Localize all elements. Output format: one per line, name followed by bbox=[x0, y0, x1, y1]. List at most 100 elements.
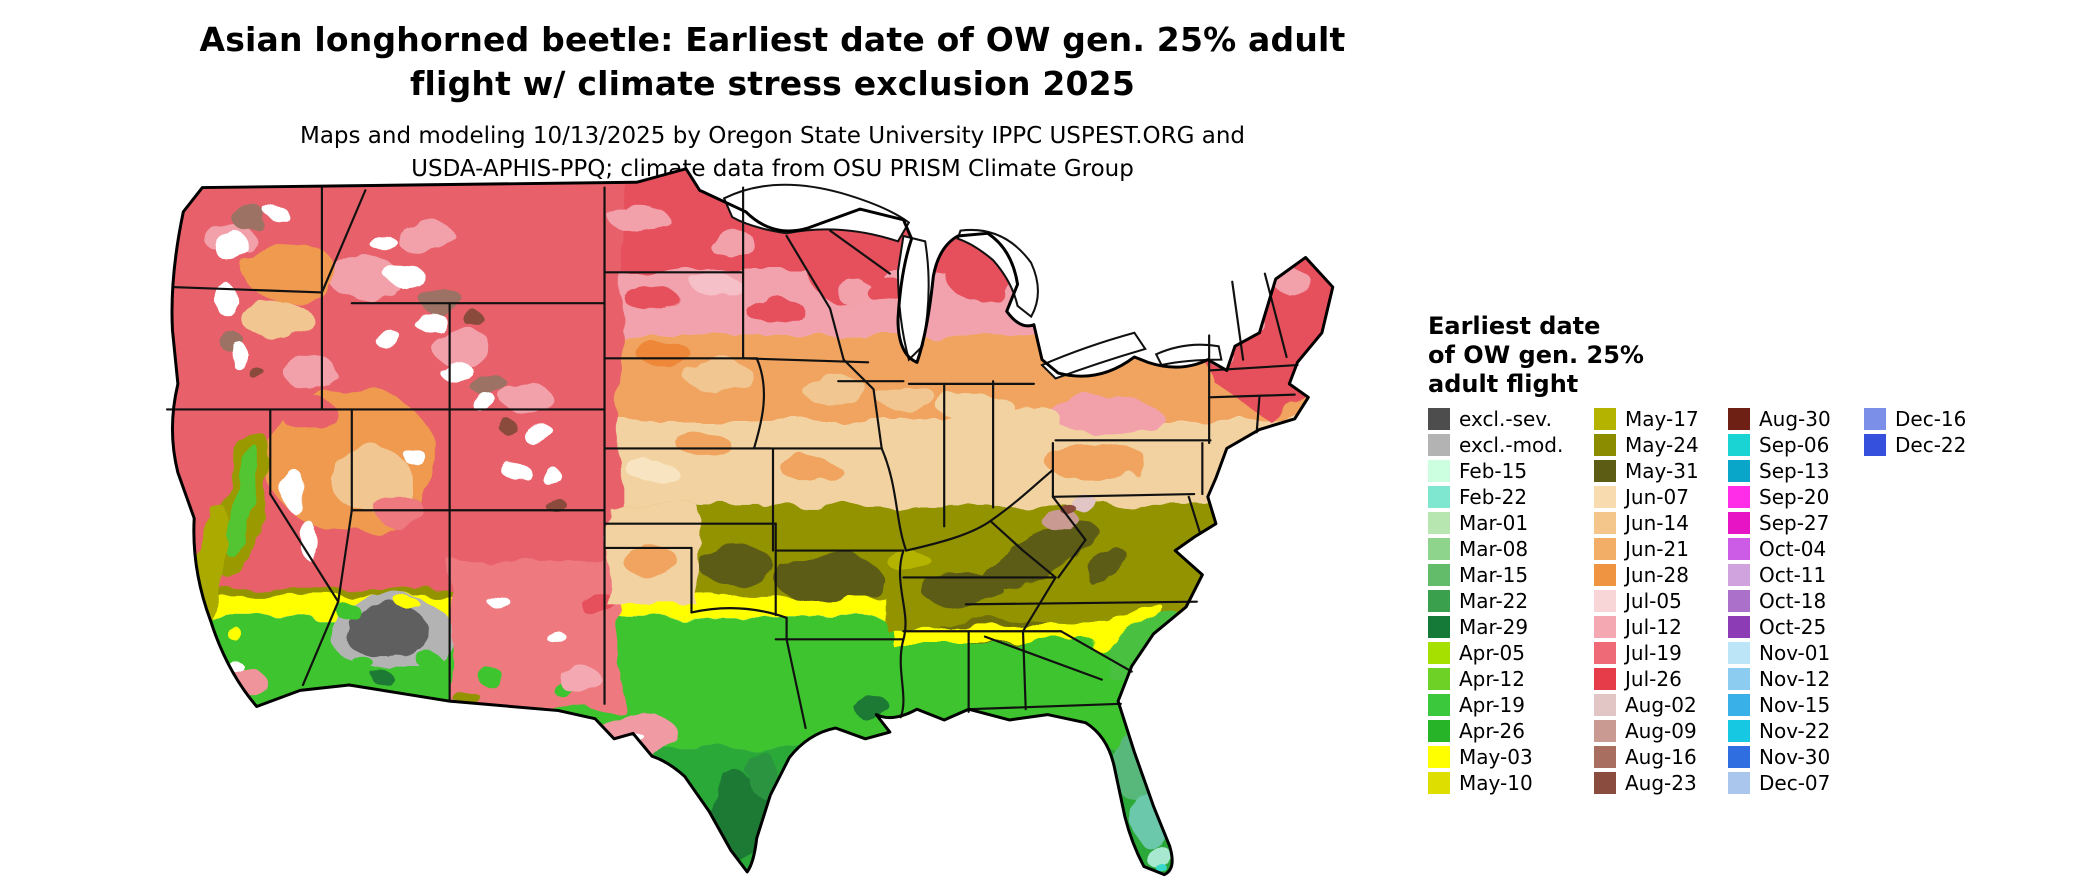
legend-swatch bbox=[1728, 668, 1750, 690]
legend-entry: Nov-22 bbox=[1728, 718, 1831, 744]
legend-label: Nov-22 bbox=[1759, 719, 1831, 743]
legend-swatch bbox=[1428, 538, 1450, 560]
legend-swatch bbox=[1864, 408, 1886, 430]
legend-label: Nov-01 bbox=[1759, 641, 1831, 665]
legend-label: Apr-19 bbox=[1459, 693, 1525, 717]
legend-entry: Feb-15 bbox=[1428, 458, 1563, 484]
legend-swatch bbox=[1728, 642, 1750, 664]
legend-entry: May-10 bbox=[1428, 770, 1563, 796]
legend-entry: May-24 bbox=[1594, 432, 1699, 458]
legend-entry: Aug-30 bbox=[1728, 406, 1831, 432]
legend-entry: Jul-19 bbox=[1594, 640, 1699, 666]
legend-swatch bbox=[1728, 746, 1750, 768]
legend-entry: Apr-26 bbox=[1428, 718, 1563, 744]
legend-title-line-1: Earliest date bbox=[1428, 312, 1601, 340]
legend-swatch bbox=[1864, 434, 1886, 456]
legend-entry: Dec-07 bbox=[1728, 770, 1831, 796]
legend-label: Mar-29 bbox=[1459, 615, 1529, 639]
legend-column-2: May-17 May-24 May-31 Jun-07 Jun-14 Jun-21 Jun-… bbox=[1594, 406, 1699, 796]
legend-swatch bbox=[1728, 408, 1750, 430]
legend-swatch bbox=[1728, 694, 1750, 716]
legend-label: Aug-09 bbox=[1625, 719, 1697, 743]
legend-label: Aug-02 bbox=[1625, 693, 1697, 717]
title-line-1: Asian longhorned beetle: Earliest date o… bbox=[199, 20, 1346, 59]
legend-entry: Nov-15 bbox=[1728, 692, 1831, 718]
legend-entry: Sep-13 bbox=[1728, 458, 1831, 484]
lake-erie bbox=[1040, 331, 1147, 380]
legend-swatch bbox=[1594, 668, 1616, 690]
legend-entry: Jun-28 bbox=[1594, 562, 1699, 588]
legend-entry: Mar-29 bbox=[1428, 614, 1563, 640]
legend-entry: Oct-04 bbox=[1728, 536, 1831, 562]
legend-label: Jul-19 bbox=[1625, 641, 1682, 665]
legend-label: Aug-23 bbox=[1625, 771, 1697, 795]
legend-entry: Sep-06 bbox=[1728, 432, 1831, 458]
legend-label: May-24 bbox=[1625, 433, 1699, 457]
legend-label: Oct-18 bbox=[1759, 589, 1827, 613]
legend-label: excl.-sev. bbox=[1459, 407, 1552, 431]
legend-swatch bbox=[1594, 746, 1616, 768]
us-map-svg bbox=[165, 167, 1335, 877]
legend-swatch bbox=[1728, 564, 1750, 586]
legend-label: Mar-22 bbox=[1459, 589, 1529, 613]
legend-label: Nov-15 bbox=[1759, 693, 1831, 717]
legend-label: May-03 bbox=[1459, 745, 1533, 769]
legend-label: Oct-25 bbox=[1759, 615, 1827, 639]
page-subtitle: Maps and modeling 10/13/2025 by Oregon S… bbox=[0, 120, 1545, 186]
legend-entry: Feb-22 bbox=[1428, 484, 1563, 510]
legend-entry: Nov-30 bbox=[1728, 744, 1831, 770]
legend-swatch bbox=[1428, 772, 1450, 794]
legend-swatch bbox=[1728, 720, 1750, 742]
legend-swatch bbox=[1428, 642, 1450, 664]
legend-entry: excl.-sev. bbox=[1428, 406, 1563, 432]
legend-label: May-10 bbox=[1459, 771, 1533, 795]
legend-entry: May-31 bbox=[1594, 458, 1699, 484]
legend-swatch bbox=[1728, 434, 1750, 456]
legend-swatch bbox=[1428, 694, 1450, 716]
legend-entry: excl.-mod. bbox=[1428, 432, 1563, 458]
legend-swatch bbox=[1594, 772, 1616, 794]
legend-label: excl.-mod. bbox=[1459, 433, 1564, 457]
legend-entry: May-03 bbox=[1428, 744, 1563, 770]
title-line-2: flight w/ climate stress exclusion 2025 bbox=[409, 64, 1135, 103]
legend-entry: Oct-25 bbox=[1728, 614, 1831, 640]
legend-label: Dec-16 bbox=[1895, 407, 1967, 431]
lake-huron bbox=[956, 228, 1039, 319]
legend-entry: Sep-20 bbox=[1728, 484, 1831, 510]
legend-entry: Aug-16 bbox=[1594, 744, 1699, 770]
legend-title-line-2: of OW gen. 25% bbox=[1428, 341, 1644, 369]
legend-swatch bbox=[1728, 460, 1750, 482]
legend-label: Mar-01 bbox=[1459, 511, 1529, 535]
subtitle-line-2: USDA-APHIS-PPQ; climate data from OSU PR… bbox=[411, 156, 1134, 182]
legend-column-3: Aug-30 Sep-06 Sep-13 Sep-20 Sep-27 Oct-04 Oct-… bbox=[1728, 406, 1831, 796]
legend-swatch bbox=[1428, 720, 1450, 742]
legend-entry: Jun-21 bbox=[1594, 536, 1699, 562]
legend-swatch bbox=[1428, 564, 1450, 586]
legend-entry: Apr-05 bbox=[1428, 640, 1563, 666]
legend-entry: Mar-22 bbox=[1428, 588, 1563, 614]
header: Asian longhorned beetle: Earliest date o… bbox=[0, 18, 1545, 186]
us-outline bbox=[170, 167, 1335, 877]
legend-swatch bbox=[1594, 642, 1616, 664]
legend-entry: Nov-12 bbox=[1728, 666, 1831, 692]
legend-title: Earliest date of OW gen. 25% adult fligh… bbox=[1428, 312, 1644, 399]
legend-label: Oct-11 bbox=[1759, 563, 1827, 587]
legend-label: Apr-05 bbox=[1459, 641, 1525, 665]
legend-swatch bbox=[1594, 720, 1616, 742]
legend-entry: Aug-02 bbox=[1594, 692, 1699, 718]
legend-label: Nov-12 bbox=[1759, 667, 1831, 691]
legend-entry: Nov-01 bbox=[1728, 640, 1831, 666]
legend-label: Jun-07 bbox=[1625, 485, 1689, 509]
legend-swatch bbox=[1594, 564, 1616, 586]
legend-swatch bbox=[1728, 486, 1750, 508]
us-map bbox=[148, 158, 1398, 884]
great-lakes bbox=[722, 183, 1223, 380]
legend-label: Apr-26 bbox=[1459, 719, 1525, 743]
legend-entry: Jun-07 bbox=[1594, 484, 1699, 510]
legend-label: Jul-05 bbox=[1625, 589, 1682, 613]
legend-label: Sep-13 bbox=[1759, 459, 1830, 483]
legend-entry: Mar-01 bbox=[1428, 510, 1563, 536]
legend-entry: Apr-12 bbox=[1428, 666, 1563, 692]
legend-label: Mar-08 bbox=[1459, 537, 1529, 561]
legend-label: Jul-12 bbox=[1625, 615, 1682, 639]
